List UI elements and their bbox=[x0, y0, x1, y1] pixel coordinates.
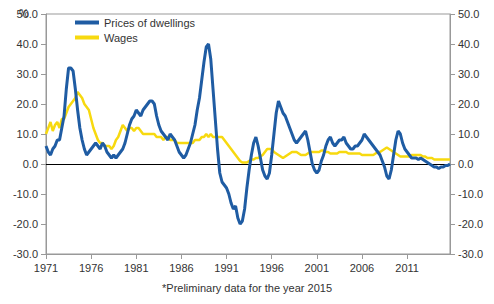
svg-text:1991: 1991 bbox=[214, 262, 238, 274]
svg-text:-10.0: -10.0 bbox=[458, 188, 483, 200]
svg-text:40.0: 40.0 bbox=[17, 38, 38, 50]
svg-text:*Preliminary data for the year: *Preliminary data for the year 2015 bbox=[162, 282, 332, 294]
svg-text:0.0: 0.0 bbox=[458, 158, 473, 170]
svg-text:-20.0: -20.0 bbox=[13, 218, 38, 230]
svg-text:1981: 1981 bbox=[124, 262, 148, 274]
svg-text:-10.0: -10.0 bbox=[13, 188, 38, 200]
svg-text:10.0: 10.0 bbox=[458, 128, 479, 140]
svg-text:0.0: 0.0 bbox=[23, 158, 38, 170]
svg-text:20.0: 20.0 bbox=[17, 98, 38, 110]
svg-text:10.0: 10.0 bbox=[17, 128, 38, 140]
svg-text:-20.0: -20.0 bbox=[458, 218, 483, 230]
svg-text:1976: 1976 bbox=[79, 262, 103, 274]
svg-text:2001: 2001 bbox=[305, 262, 329, 274]
svg-text:-30.0: -30.0 bbox=[13, 248, 38, 260]
svg-text:30.0: 30.0 bbox=[458, 68, 479, 80]
svg-text:Wages: Wages bbox=[104, 32, 138, 44]
svg-text:30.0: 30.0 bbox=[17, 68, 38, 80]
svg-text:20.0: 20.0 bbox=[458, 98, 479, 110]
svg-text:1996: 1996 bbox=[259, 262, 283, 274]
svg-text:50.0: 50.0 bbox=[458, 8, 479, 20]
svg-text:1971: 1971 bbox=[34, 262, 58, 274]
svg-text:2006: 2006 bbox=[350, 262, 374, 274]
svg-text:2011: 2011 bbox=[395, 262, 419, 274]
svg-text:40.0: 40.0 bbox=[458, 38, 479, 50]
svg-text:-30.0: -30.0 bbox=[458, 248, 483, 260]
svg-text:%: % bbox=[19, 7, 29, 19]
svg-text:1986: 1986 bbox=[169, 262, 193, 274]
svg-text:Prices of dwellings: Prices of dwellings bbox=[104, 17, 196, 29]
